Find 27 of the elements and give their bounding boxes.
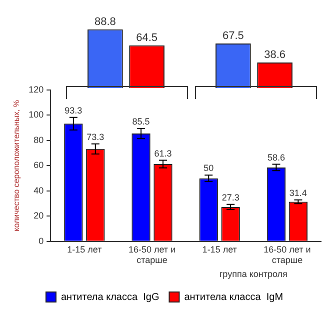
legend-label: антитела класса IgM [184, 292, 284, 303]
y-tick-label: 60 [34, 160, 44, 170]
data-label: 38.6 [264, 49, 286, 62]
x-tick-label: 16-50 лет и старше [264, 244, 311, 266]
data-label: 27.3 [222, 192, 240, 202]
data-label: 50 [204, 163, 214, 174]
data-label: 31.4 [289, 188, 307, 198]
x-tick-label: 16-50 лет и старше [128, 244, 176, 266]
y-tick-label: 20 [34, 210, 44, 221]
data-label: 85.5 [132, 116, 150, 126]
data-label: 93.3 [64, 105, 82, 116]
x-tick-label: 1-15 лет [67, 244, 102, 254]
y-tick-label: 0 [38, 236, 44, 246]
y-axis-title: количество сероположительных, % [12, 100, 22, 232]
data-label: 58.6 [267, 152, 285, 162]
x-tick-label: 1-15 лет [202, 244, 237, 254]
y-tick-label: 100 [28, 110, 44, 120]
data-label: 88.8 [94, 16, 116, 28]
y-tick-label: 120 [28, 84, 44, 94]
data-label: 67.5 [222, 30, 244, 42]
y-tick-label: 40 [34, 185, 44, 196]
y-tick-label: 80 [34, 134, 44, 145]
data-label: 64.5 [136, 32, 158, 44]
data-label: 73.3 [86, 132, 104, 142]
text: группа контроля [219, 268, 288, 279]
data-label: 61.3 [154, 148, 172, 158]
legend-label: антитела класса IgG [60, 292, 160, 303]
